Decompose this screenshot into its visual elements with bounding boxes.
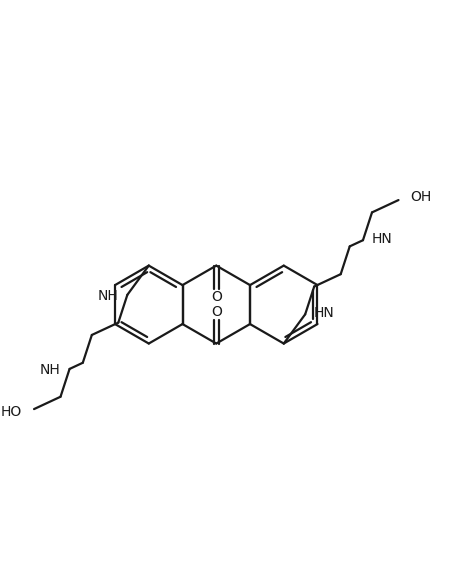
Text: HO: HO [1,405,22,419]
Text: HN: HN [313,306,334,320]
Text: HN: HN [371,232,391,246]
Text: O: O [210,290,221,304]
Text: NH: NH [40,363,60,377]
Text: NH: NH [97,289,118,303]
Text: O: O [210,305,221,319]
Text: OH: OH [409,190,430,204]
